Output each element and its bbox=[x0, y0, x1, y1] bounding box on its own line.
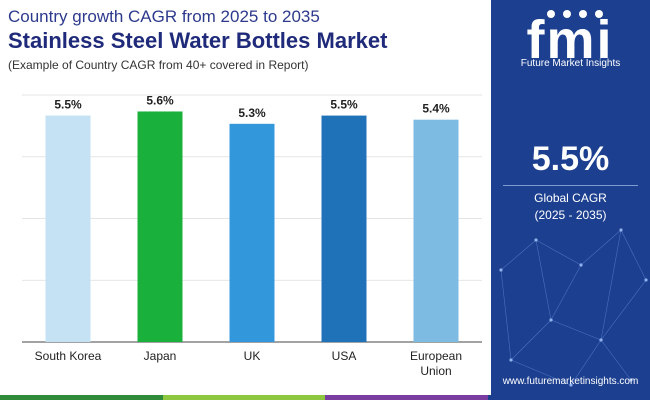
bar-japan bbox=[137, 111, 183, 342]
bar-value-label: 5.4% bbox=[422, 102, 450, 116]
website-link[interactable]: www.futuremarketinsights.com bbox=[502, 376, 639, 387]
title-block: Country growth CAGR from 2025 to 2035 St… bbox=[8, 6, 488, 74]
category-label: European Union bbox=[410, 349, 462, 378]
footer-strip-segment bbox=[0, 395, 163, 400]
bar-chart: 5.5% South Korea 5.6% Japan 5.3% UK 5.5% USA 5.4… bbox=[0, 90, 500, 390]
logo-dot-icon bbox=[579, 10, 587, 18]
category-label: USA bbox=[332, 349, 357, 363]
chart-svg: 5.5% South Korea 5.6% Japan 5.3% UK 5.5% USA 5.4… bbox=[22, 93, 482, 378]
bar-european-union bbox=[413, 119, 459, 342]
global-cagr-caption: Global CAGR (2025 - 2035) bbox=[491, 190, 650, 224]
chart-title: Stainless Steel Water Bottles Market bbox=[8, 28, 388, 53]
global-cagr-label: Global CAGR bbox=[534, 191, 607, 205]
logo-dot-icon bbox=[595, 10, 603, 18]
footer-strip-segment bbox=[325, 395, 488, 400]
footer-color-strip bbox=[0, 395, 650, 400]
global-cagr-value: 5.5% bbox=[531, 140, 610, 178]
fmi-logo: fmi bbox=[527, 10, 614, 70]
logo-text: Future Market Insights bbox=[520, 58, 621, 69]
chart-note: (Example of Country CAGR from 40+ covere… bbox=[8, 58, 309, 72]
category-label: Japan bbox=[144, 349, 177, 363]
logo-dot-icon bbox=[563, 10, 571, 18]
global-cagr-period: (2025 - 2035) bbox=[534, 208, 607, 222]
bar-value-label: 5.3% bbox=[238, 106, 266, 120]
bar-value-label: 5.5% bbox=[330, 98, 358, 112]
footer-strip-segment bbox=[487, 395, 650, 400]
bar-south-korea bbox=[45, 115, 91, 342]
chart-subtitle: Country growth CAGR from 2025 to 2035 bbox=[8, 7, 320, 26]
bar-value-label: 5.5% bbox=[54, 98, 82, 112]
logo-dot-icon bbox=[547, 10, 555, 18]
network-decoration bbox=[499, 228, 648, 387]
bar-value-label: 5.6% bbox=[146, 93, 174, 107]
footer-strip-segment bbox=[162, 395, 325, 400]
divider bbox=[503, 185, 638, 186]
bar-uk bbox=[229, 123, 275, 342]
sidebar-panel: fmi Future Market Insights 5.5% Global C… bbox=[491, 0, 650, 400]
logo-letters: fmi bbox=[527, 10, 614, 70]
category-label: UK bbox=[244, 349, 261, 363]
category-label: South Korea bbox=[35, 349, 102, 363]
bar-usa bbox=[321, 115, 367, 342]
